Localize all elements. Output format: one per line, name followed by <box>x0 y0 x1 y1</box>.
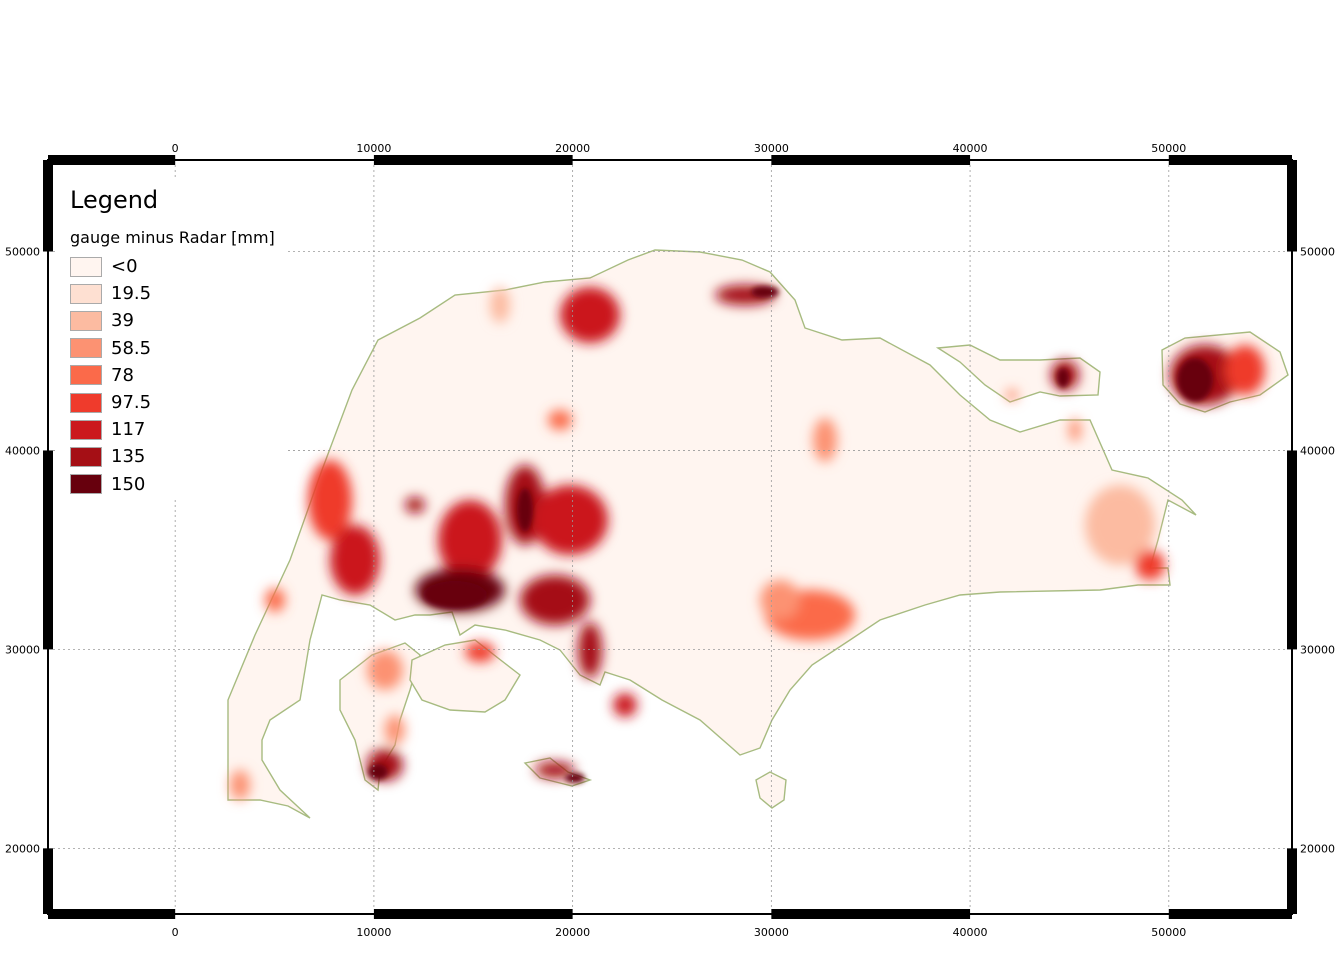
legend-layer-name: gauge minus Radar [mm] <box>70 228 275 247</box>
x-tick-label: 50000 <box>1151 142 1186 155</box>
x-tick-label: 0 <box>172 142 179 155</box>
x-tick-label: 30000 <box>754 926 789 939</box>
frame-segment <box>43 450 53 650</box>
y-tick-label: 30000 <box>1300 643 1335 656</box>
frame-segment <box>373 155 573 165</box>
bukom-island-polygon <box>409 639 521 713</box>
legend-swatch <box>70 256 102 277</box>
legend-swatch <box>70 283 102 304</box>
legend-item: 78 <box>70 362 288 389</box>
legend-swatch <box>70 338 102 359</box>
y-tick-label: 20000 <box>5 842 40 855</box>
legend-swatch <box>70 392 102 413</box>
legend-item: 135 <box>70 443 288 470</box>
legend-label: 78 <box>111 364 134 386</box>
x-tick-label: 10000 <box>356 926 391 939</box>
legend-label: 150 <box>111 473 146 495</box>
legend-label: 135 <box>111 446 146 468</box>
frame-segment <box>771 909 971 919</box>
legend-panel: Legend gauge minus Radar [mm] <0 19.5 39 58… <box>58 178 288 498</box>
legend-swatch <box>70 365 102 386</box>
legend-label: 19.5 <box>111 283 152 305</box>
frame-segment <box>771 155 971 165</box>
frame-segment <box>1168 155 1292 165</box>
land-layer <box>227 249 1289 819</box>
mainland-polygon <box>227 249 1197 819</box>
frame-segment <box>1287 848 1297 914</box>
frame-segment <box>1168 909 1292 919</box>
x-tick-label: 0 <box>172 926 179 939</box>
legend-item: 117 <box>70 416 288 443</box>
legend-label: 58.5 <box>111 337 152 359</box>
graticule <box>53 165 1287 909</box>
legend-swatch <box>70 446 102 467</box>
raster-peaks <box>368 286 1213 783</box>
legend-title: Legend <box>70 186 159 214</box>
x-tick-label: 40000 <box>953 142 988 155</box>
legend-item: <0 <box>70 253 288 280</box>
frame-segment <box>1287 160 1297 252</box>
y-tick-label: 30000 <box>5 643 40 656</box>
y-tick-label: 40000 <box>5 444 40 457</box>
x-tick-labels-top: 0 10000 20000 30000 40000 50000 <box>172 142 1187 155</box>
y-tick-label: 20000 <box>1300 842 1335 855</box>
y-tick-label: 40000 <box>1300 444 1335 457</box>
legend-items: <0 19.5 39 58.5 78 97.5 117 135 150 <box>58 253 288 498</box>
legend-label: 39 <box>111 310 134 332</box>
x-tick-label: 10000 <box>356 142 391 155</box>
x-tick-label: 20000 <box>555 142 590 155</box>
x-tick-label: 30000 <box>754 142 789 155</box>
legend-swatch <box>70 474 102 495</box>
y-tick-labels-left: 50000 40000 30000 20000 <box>5 246 40 856</box>
frame-segment <box>43 848 53 914</box>
y-tick-label: 50000 <box>1300 246 1335 259</box>
frame-segment <box>43 160 53 252</box>
frame-segment <box>48 909 176 919</box>
frame-segments <box>43 155 1297 919</box>
legend-item: 58.5 <box>70 335 288 362</box>
legend-label: <0 <box>111 256 138 278</box>
legend-item: 97.5 <box>70 389 288 416</box>
legend-swatch <box>70 310 102 331</box>
x-tick-label: 20000 <box>555 926 590 939</box>
legend-swatch <box>70 419 102 440</box>
y-tick-label: 50000 <box>5 246 40 259</box>
legend-label: 117 <box>111 419 146 441</box>
legend-item: 19.5 <box>70 280 288 307</box>
x-tick-labels-bottom: 0 10000 20000 30000 40000 50000 <box>172 926 1187 939</box>
frame-segment <box>1287 450 1297 650</box>
legend-label: 97.5 <box>111 392 152 414</box>
x-tick-label: 40000 <box>953 926 988 939</box>
legend-item: 39 <box>70 307 288 334</box>
frame-segment <box>48 155 176 165</box>
x-tick-label: 50000 <box>1151 926 1186 939</box>
frame-segment <box>373 909 573 919</box>
legend-item: 150 <box>70 471 288 498</box>
y-tick-labels-right: 50000 40000 30000 20000 <box>1300 246 1335 856</box>
